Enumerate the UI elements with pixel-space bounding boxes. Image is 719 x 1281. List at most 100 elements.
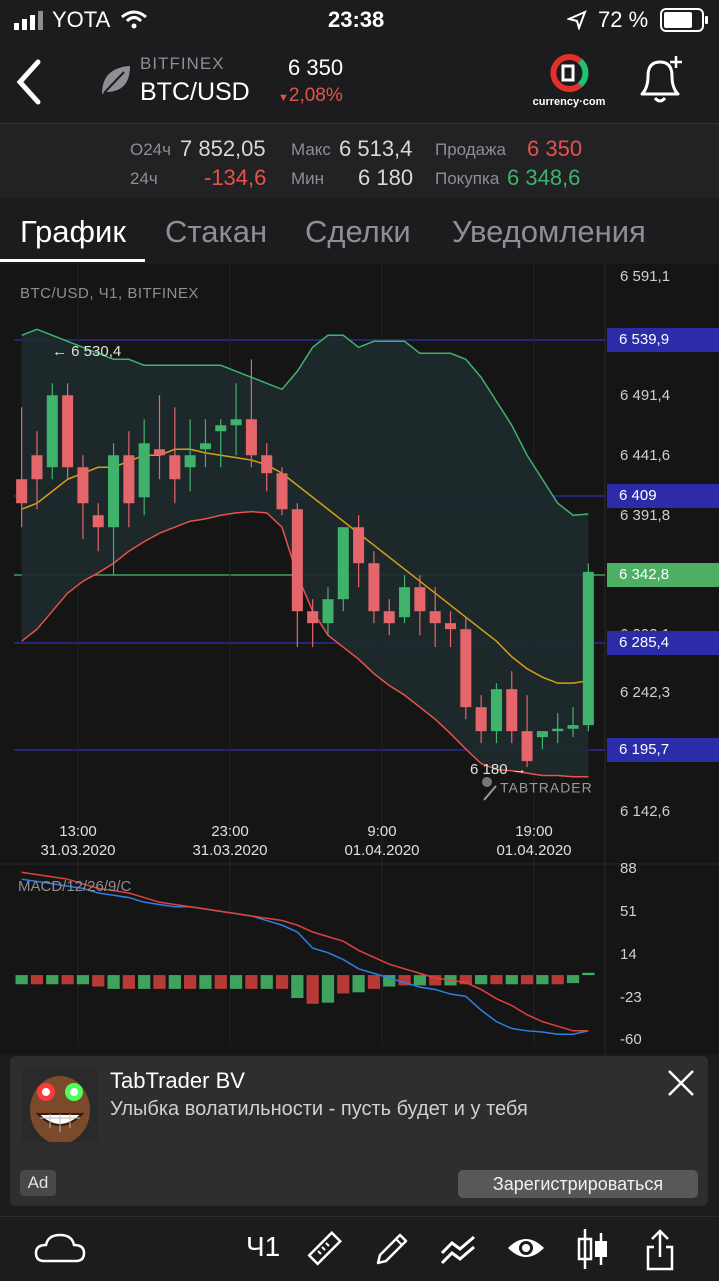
- tabtrader-watermark: TABTRADER: [480, 776, 593, 802]
- tab-trades[interactable]: Сделки: [305, 214, 411, 249]
- macd-y-tick: -23: [620, 989, 642, 1006]
- carrier: YOTA: [52, 7, 111, 32]
- candle-body: [460, 629, 472, 708]
- candle-body: [62, 395, 74, 468]
- currency-com-logo-icon: [550, 54, 589, 92]
- candle-body: [108, 455, 120, 528]
- volume-value: 7 852,05: [180, 136, 266, 161]
- ad-banner[interactable]: TabTrader BV Улыбка волатильности - пуст…: [10, 1056, 708, 1206]
- macd-histogram-bar: [15, 975, 28, 985]
- macd-y-tick: -60: [620, 1031, 642, 1048]
- currency-com-logo[interactable]: currency·com: [530, 52, 608, 116]
- stats-panel: О24ч 7 852,05 24ч -134,6 Макс 6 513,4 Ми…: [0, 124, 719, 198]
- tab-orderbook[interactable]: Стакан: [165, 214, 268, 249]
- candle-body: [475, 707, 487, 732]
- macd-indicator: [15, 871, 595, 1036]
- ad-cta-button[interactable]: Зарегистрироваться: [458, 1170, 698, 1198]
- indicators-icon[interactable]: [440, 1231, 478, 1267]
- macd-line: [21, 878, 589, 1036]
- macd-histogram-bar: [505, 975, 518, 985]
- y-tick: 6 441,6: [620, 447, 671, 464]
- x-tick: 23:00 31.03.2020: [170, 822, 290, 860]
- macd-histogram-bar: [490, 975, 503, 985]
- candle-body: [337, 527, 349, 600]
- candle-body: [429, 611, 441, 624]
- tab-notifications[interactable]: Уведомления: [452, 214, 646, 249]
- ad-text: Улыбка волатильности - пусть будет и у т…: [110, 1098, 528, 1120]
- y-tick: 6 391,8: [620, 507, 671, 524]
- candle-body: [169, 455, 181, 480]
- x-tick-date: 01.04.2020: [496, 842, 572, 859]
- candle-body: [31, 455, 43, 480]
- bollinger-lower-line: [21, 510, 589, 778]
- macd-y-tick: 14: [620, 946, 637, 963]
- macd-histogram-bar: [122, 975, 135, 989]
- candle-body: [582, 571, 594, 726]
- macd-histogram-bar: [536, 975, 549, 985]
- bell-plus-icon[interactable]: [634, 52, 686, 108]
- candle-body: [276, 473, 288, 510]
- down-triangle-icon: ▼: [278, 92, 289, 104]
- ad-avatar: [22, 1066, 98, 1142]
- candle-body: [16, 479, 28, 504]
- candle-body: [567, 725, 579, 729]
- price-chart-svg[interactable]: [0, 264, 719, 1054]
- macd-title: MACD/12/26/9/C: [18, 878, 132, 895]
- macd-histogram-bar: [245, 975, 258, 989]
- candle-body: [521, 731, 533, 762]
- signal-bars-icon: [14, 11, 43, 30]
- macd-histogram-bar: [398, 975, 411, 986]
- eye-icon[interactable]: [506, 1233, 546, 1263]
- share-icon[interactable]: [644, 1227, 676, 1271]
- candle-body: [184, 455, 196, 468]
- price-tag-bottom: 6 195,7: [607, 738, 719, 762]
- price-change-value: 2,08%: [288, 85, 343, 106]
- clock: 23:38: [328, 7, 385, 32]
- price-tag-upper: 6 539,9: [607, 328, 719, 352]
- candle-body: [291, 509, 303, 612]
- macd-histogram-bar: [520, 975, 534, 985]
- candle-body: [261, 455, 273, 474]
- candle-body: [490, 689, 502, 732]
- macd-histogram-bar: [168, 975, 181, 989]
- cloud-icon[interactable]: [34, 1231, 86, 1265]
- pencil-icon[interactable]: [374, 1231, 410, 1267]
- y-tick: 6 591,1: [620, 268, 671, 285]
- max-marker: ← 6 530,4: [52, 343, 121, 360]
- macd-histogram-bar: [321, 975, 335, 1003]
- candle-body: [307, 611, 319, 624]
- chart-area[interactable]: BTC/USD, Ч1, BITFINEX 6 591,1 6 491,4 6 …: [0, 264, 719, 1054]
- price-change: ▼2,08%: [278, 85, 343, 107]
- active-tab-indicator: [0, 259, 145, 262]
- chart-title: BTC/USD, Ч1, BITFINEX: [20, 285, 199, 302]
- pair-name[interactable]: BTC/USD: [140, 78, 250, 106]
- candle-body: [215, 425, 227, 432]
- change-label: 24ч: [130, 169, 158, 188]
- max-marker-value: 6 530,4: [71, 343, 122, 360]
- candle-body: [399, 587, 411, 618]
- candles-icon[interactable]: [576, 1227, 610, 1271]
- candle-body: [138, 443, 150, 498]
- right-arrow-icon: →: [511, 761, 527, 778]
- divider: [0, 123, 719, 124]
- macd-histogram-bar: [30, 975, 44, 985]
- exchange-name: BITFINEX: [140, 54, 225, 73]
- last-price: 6 350: [288, 55, 344, 80]
- watermark-text: TABTRADER: [500, 779, 593, 796]
- macd-histogram-bar: [260, 975, 273, 989]
- buy-label: Покупка: [435, 169, 500, 188]
- y-tick: 6 242,3: [620, 684, 671, 701]
- min-label: Мин: [291, 169, 325, 188]
- interval-button[interactable]: Ч1: [246, 1231, 281, 1262]
- macd-histogram-bar: [61, 975, 74, 985]
- tab-chart[interactable]: График: [20, 214, 126, 249]
- ruler-icon[interactable]: [306, 1231, 342, 1267]
- candle-body: [245, 419, 257, 456]
- candle-body: [444, 623, 457, 630]
- close-icon[interactable]: [666, 1068, 696, 1098]
- macd-histogram-bar: [199, 975, 212, 989]
- back-chevron-icon[interactable]: [14, 58, 44, 106]
- min-marker-value: 6 180: [470, 761, 508, 778]
- candle-body: [322, 599, 334, 624]
- bollinger-fill: [21, 329, 589, 777]
